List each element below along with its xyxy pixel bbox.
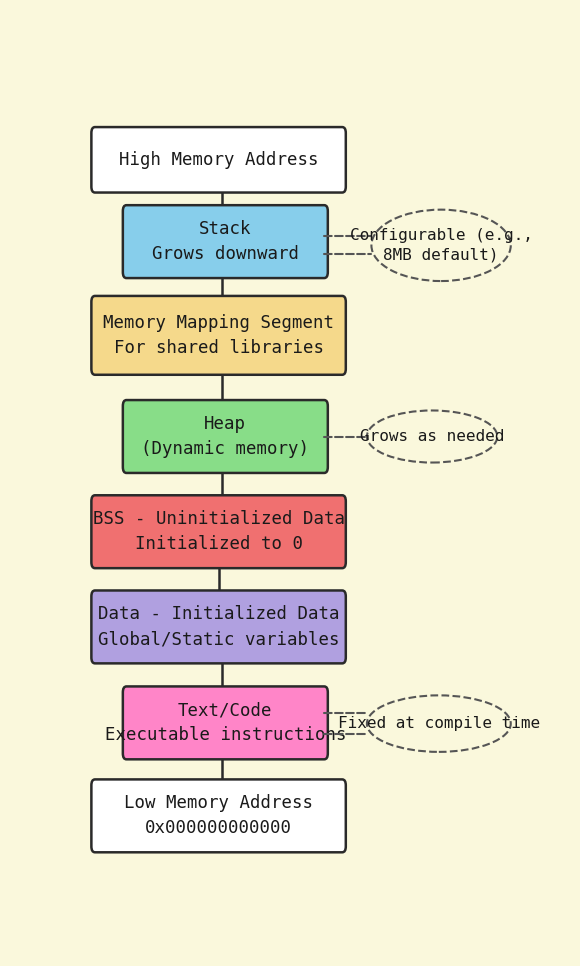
FancyBboxPatch shape — [92, 128, 346, 192]
FancyBboxPatch shape — [92, 296, 346, 375]
Text: Data - Initialized Data
Global/Static variables: Data - Initialized Data Global/Static va… — [98, 606, 339, 648]
Text: Low Memory Address
0x000000000000: Low Memory Address 0x000000000000 — [124, 794, 313, 838]
FancyBboxPatch shape — [123, 687, 328, 759]
Text: Text/Code
Executable instructions: Text/Code Executable instructions — [104, 701, 346, 745]
Ellipse shape — [367, 411, 497, 463]
Text: Configurable (e.g.,
8MB default): Configurable (e.g., 8MB default) — [350, 228, 532, 263]
Text: Memory Mapping Segment
For shared libraries: Memory Mapping Segment For shared librar… — [103, 314, 334, 356]
FancyBboxPatch shape — [92, 780, 346, 852]
FancyBboxPatch shape — [123, 205, 328, 278]
Text: BSS - Uninitialized Data
Initialized to 0: BSS - Uninitialized Data Initialized to … — [93, 510, 345, 554]
Text: Fixed at compile time: Fixed at compile time — [338, 716, 540, 731]
Ellipse shape — [367, 696, 511, 752]
FancyBboxPatch shape — [123, 400, 328, 473]
Text: High Memory Address: High Memory Address — [119, 151, 318, 169]
FancyBboxPatch shape — [92, 590, 346, 664]
Text: Stack
Grows downward: Stack Grows downward — [152, 220, 299, 263]
FancyBboxPatch shape — [92, 496, 346, 568]
Text: Heap
(Dynamic memory): Heap (Dynamic memory) — [142, 415, 309, 458]
Ellipse shape — [371, 210, 511, 281]
Text: Grows as needed: Grows as needed — [360, 429, 504, 444]
